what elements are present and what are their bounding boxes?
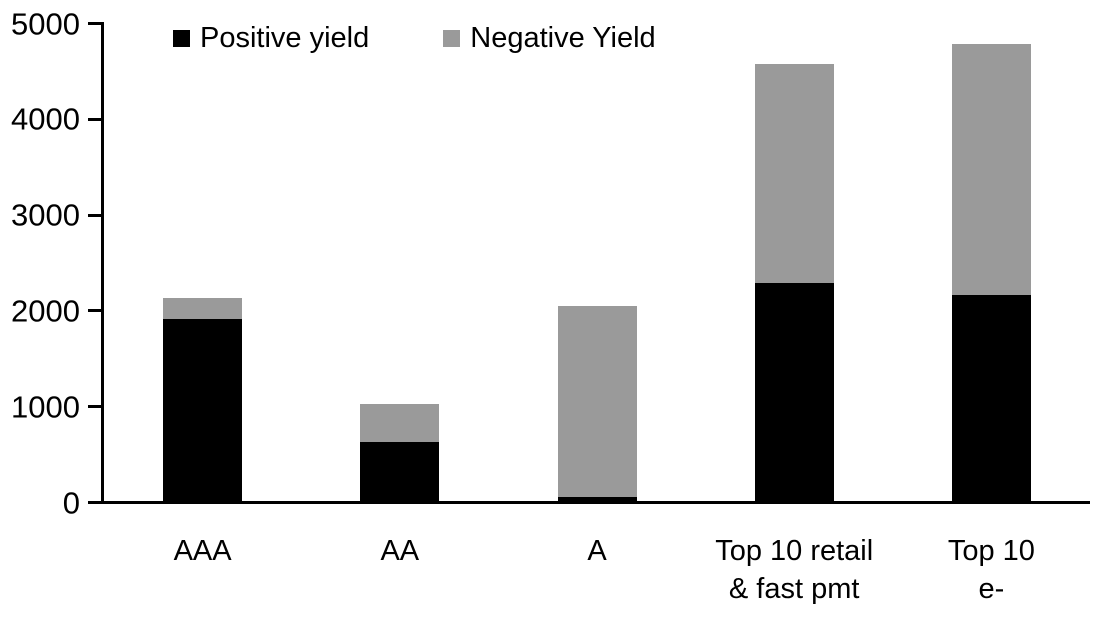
y-axis-tick (88, 309, 101, 313)
bar-segment-negative-yield (951, 44, 1031, 296)
y-axis-tick-label: 0 (62, 485, 80, 520)
y-axis-tick (88, 117, 101, 121)
y-axis-tick-label: 1000 (11, 389, 80, 425)
y-axis-tick-label: 3000 (11, 197, 80, 233)
y-axis-tick-label: 4000 (11, 101, 80, 137)
bar-segment-positive-yield (951, 295, 1031, 501)
bar-segment-positive-yield (163, 318, 243, 501)
y-axis-tick-label: 5000 (11, 6, 80, 41)
y-axis-tick (88, 213, 101, 217)
legend-label-negative-yield: Negative Yield (470, 22, 656, 54)
legend-item-negative-yield: Negative Yield (443, 22, 656, 54)
bar-segment-negative-yield (557, 305, 637, 498)
y-axis-line (101, 22, 104, 504)
bar-segment-negative-yield (754, 64, 834, 283)
bar-segment-negative-yield (360, 404, 440, 442)
bar-segment-positive-yield (360, 441, 440, 501)
y-axis-tick-label: 2000 (11, 293, 80, 329)
x-axis-category-label: AAA (173, 535, 232, 567)
bar-segment-negative-yield (163, 297, 243, 319)
legend-label-positive-yield: Positive yield (200, 22, 370, 54)
x-axis-category-label: Top 10 e-commerce (924, 535, 1059, 618)
x-axis-category-label: A (587, 535, 607, 567)
legend: Positive yield Negative Yield (173, 24, 656, 53)
negative-yield-swatch-icon (443, 30, 461, 47)
y-axis-tick (88, 22, 101, 25)
bar-segment-positive-yield (754, 282, 834, 501)
y-axis-tick (88, 405, 101, 409)
legend-item-positive-yield: Positive yield (173, 24, 369, 53)
bar-segment-positive-yield (557, 497, 637, 501)
x-axis-category-label: AA (380, 535, 420, 567)
x-axis-line (88, 501, 1090, 504)
x-axis-category-label: Top 10 retail & fast pmt (715, 535, 874, 606)
positive-yield-swatch-icon (173, 30, 190, 47)
